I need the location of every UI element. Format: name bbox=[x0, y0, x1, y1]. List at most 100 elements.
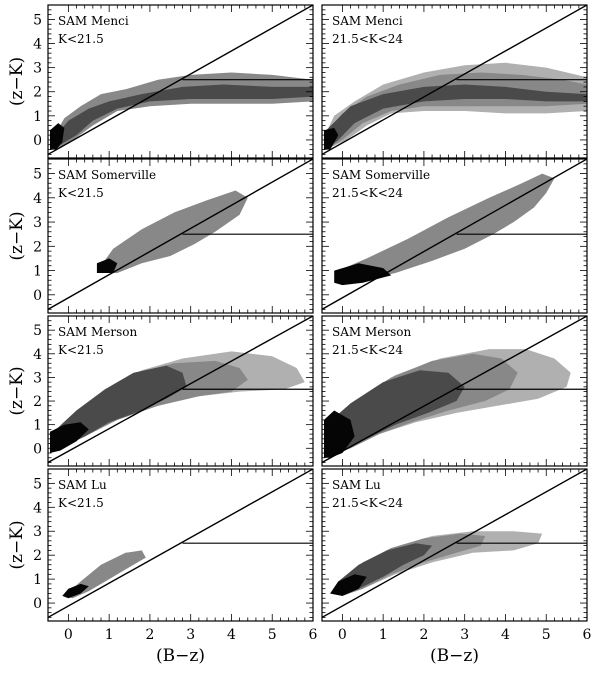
y-tick-label: 5 bbox=[33, 323, 42, 339]
panel-plot-area bbox=[322, 469, 587, 619]
y-tick-label: 4 bbox=[33, 500, 42, 516]
y-tick-label: 5 bbox=[33, 12, 42, 28]
y-tick-label: 3 bbox=[33, 524, 42, 540]
x-tick-label: 1 bbox=[379, 627, 388, 643]
panel-frame bbox=[321, 315, 588, 467]
panel-frame bbox=[47, 4, 314, 159]
panel-2-0: 0 1 2 3 4 5 (z−K) SAM Merson K<21.5 bbox=[7, 315, 314, 467]
y-axis-label: (z−K) bbox=[7, 520, 27, 569]
y-axis-label: (z−K) bbox=[7, 57, 27, 106]
contour-region-black bbox=[50, 422, 89, 453]
panel-1-0: 0 1 2 3 4 5 (z−K) SAM Somerville K<21.5 bbox=[7, 158, 314, 314]
x-tick-label: 0 bbox=[338, 627, 347, 643]
y-tick-label: 2 bbox=[33, 239, 42, 255]
x-tick-label: 4 bbox=[501, 627, 510, 643]
y-tick-label: 4 bbox=[33, 37, 42, 53]
contour-region-mid bbox=[101, 190, 248, 273]
panel-model-label: SAM Merson bbox=[332, 325, 411, 339]
panel-plot-area bbox=[322, 5, 587, 155]
panel-3-0: 0 1 2 3 4 5 (z−K) 0 1 2 3 4 5 6 (B−z) SAM Lu K<21.5 bbox=[7, 468, 318, 666]
contour-region-light bbox=[330, 531, 543, 596]
y-tick-label: 1 bbox=[33, 109, 42, 125]
x-tick-label: 4 bbox=[227, 627, 236, 643]
panel-0-0: 0 1 2 3 4 5 (z−K) SAM Menci K<21.5 bbox=[7, 4, 314, 159]
y-tick-label: 5 bbox=[33, 476, 42, 492]
contour-region-mid bbox=[334, 173, 555, 286]
panel-cut-label: 21.5<K<24 bbox=[332, 496, 403, 510]
x-tick-label: 6 bbox=[583, 627, 592, 643]
x-tick-label: 2 bbox=[419, 627, 428, 643]
diagonal-line bbox=[322, 5, 587, 155]
diagonal-line bbox=[48, 5, 313, 155]
panel-model-label: SAM Lu bbox=[58, 478, 107, 492]
panel-cut-label: 21.5<K<24 bbox=[332, 343, 403, 357]
panel-frame bbox=[47, 468, 314, 622]
x-axis-label: (B−z) bbox=[156, 646, 205, 666]
y-tick-label: 1 bbox=[33, 572, 42, 588]
y-tick-label: 2 bbox=[33, 394, 42, 410]
panel-cut-label: K<21.5 bbox=[58, 186, 104, 200]
panel-plot-area bbox=[48, 159, 313, 310]
panel-plot-area bbox=[322, 159, 587, 310]
panel-3-1: 0 1 2 3 4 5 6 (B−z) SAM Lu 21.5<K<24 bbox=[321, 468, 592, 666]
y-tick-label: 3 bbox=[33, 370, 42, 386]
contour-region-black bbox=[62, 583, 89, 599]
x-tick-label: 3 bbox=[186, 627, 195, 643]
panel-model-label: SAM Menci bbox=[332, 14, 403, 28]
panel-1-1: SAM Somerville 21.5<K<24 bbox=[321, 158, 588, 314]
contour-region-dark bbox=[324, 370, 465, 456]
y-axis-label: (z−K) bbox=[7, 211, 27, 260]
panel-cut-label: K<21.5 bbox=[58, 496, 104, 510]
panel-model-label: SAM Somerville bbox=[58, 168, 156, 182]
x-axis-label: (B−z) bbox=[430, 646, 479, 666]
x-tick-label: 3 bbox=[460, 627, 469, 643]
x-tick-label: 5 bbox=[268, 627, 277, 643]
panel-2-1: SAM Merson 21.5<K<24 bbox=[321, 315, 588, 467]
panel-plot-area bbox=[48, 5, 313, 155]
diagonal-line bbox=[48, 469, 313, 619]
contour-region-black bbox=[50, 123, 65, 150]
contour-region-dark bbox=[56, 84, 313, 148]
y-tick-label: 1 bbox=[33, 418, 42, 434]
panel-plot-area bbox=[48, 316, 313, 464]
panel-cut-label: 21.5<K<24 bbox=[332, 32, 403, 46]
y-tick-label: 0 bbox=[33, 133, 42, 149]
contour-region-dark bbox=[326, 84, 587, 150]
x-tick-label: 6 bbox=[309, 627, 318, 643]
panel-frame bbox=[47, 315, 314, 467]
panel-frame bbox=[321, 468, 588, 622]
y-tick-label: 0 bbox=[33, 596, 42, 612]
contour-region-black bbox=[96, 258, 118, 273]
contour-region-black bbox=[334, 263, 392, 286]
panel-frame bbox=[321, 158, 588, 314]
x-tick-label: 0 bbox=[64, 627, 73, 643]
x-tick-label: 5 bbox=[542, 627, 551, 643]
contour-region-black bbox=[330, 574, 367, 596]
diagonal-line bbox=[48, 316, 313, 464]
x-tick-label: 1 bbox=[105, 627, 114, 643]
y-tick-label: 3 bbox=[33, 61, 42, 77]
y-tick-label: 1 bbox=[33, 264, 42, 280]
y-tick-label: 2 bbox=[33, 85, 42, 101]
y-axis-label: (z−K) bbox=[7, 366, 27, 415]
y-tick-label: 4 bbox=[33, 191, 42, 207]
panel-model-label: SAM Lu bbox=[332, 478, 381, 492]
panel-frame bbox=[321, 4, 588, 159]
y-tick-label: 4 bbox=[33, 347, 42, 363]
diagonal-line bbox=[322, 159, 587, 310]
y-tick-label: 5 bbox=[33, 167, 42, 183]
y-tick-label: 0 bbox=[33, 441, 42, 457]
panel-plot-area bbox=[322, 316, 587, 464]
y-tick-label: 3 bbox=[33, 215, 42, 231]
y-tick-label: 0 bbox=[33, 288, 42, 304]
panel-cut-label: 21.5<K<24 bbox=[332, 186, 403, 200]
contour-region-black bbox=[324, 410, 355, 458]
y-tick-label: 2 bbox=[33, 548, 42, 564]
diagonal-line bbox=[322, 469, 587, 619]
panel-model-label: SAM Somerville bbox=[332, 168, 430, 182]
panel-plot-area bbox=[48, 469, 313, 619]
panel-0-1: SAM Menci 21.5<K<24 bbox=[321, 4, 588, 159]
panel-model-label: SAM Merson bbox=[58, 325, 137, 339]
contour-region-black bbox=[324, 127, 339, 150]
